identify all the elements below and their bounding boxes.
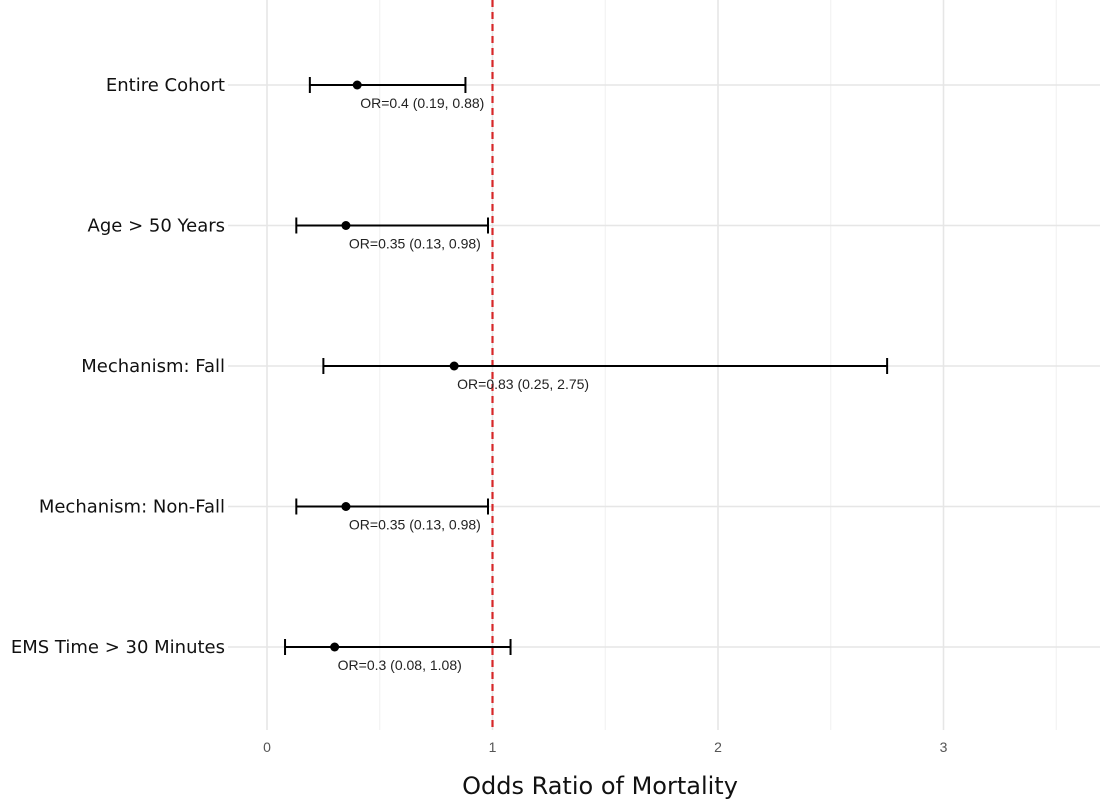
odds-ratio-point [330, 642, 340, 652]
odds-ratio-point [341, 502, 351, 511]
confidence-interval-layer [284, 77, 889, 655]
category-label: Mechanism: Non-Fall [39, 497, 225, 518]
category-label: Age > 50 Years [88, 216, 225, 237]
odds-ratio-label: OR=0.83 (0.25, 2.75) [457, 376, 589, 392]
odds-ratio-label: OR=0.35 (0.13, 0.98) [349, 517, 481, 533]
odds-ratio-point [341, 221, 351, 230]
odds-ratio-label: OR=0.3 (0.08, 1.08) [338, 657, 462, 673]
label-layer: 0 1 2 3 Entire Cohort Age > 50 Years Mechanism… [11, 75, 948, 755]
x-axis-title: Odds Ratio of Mortality [462, 772, 738, 800]
x-tick-label: 0 [263, 739, 271, 755]
x-tick-label: 3 [940, 739, 948, 755]
x-tick-label: 2 [714, 739, 722, 755]
odds-ratio-point [449, 361, 459, 371]
odds-ratio-label: OR=0.4 (0.19, 0.88) [360, 95, 484, 111]
odds-ratio-label: OR=0.35 (0.13, 0.98) [349, 236, 481, 252]
category-label: EMS Time > 30 Minutes [11, 637, 225, 658]
x-tick-label: 1 [489, 739, 497, 755]
odds-ratio-point [352, 80, 362, 90]
category-label: Mechanism: Fall [81, 356, 225, 377]
category-label: Entire Cohort [106, 75, 225, 96]
